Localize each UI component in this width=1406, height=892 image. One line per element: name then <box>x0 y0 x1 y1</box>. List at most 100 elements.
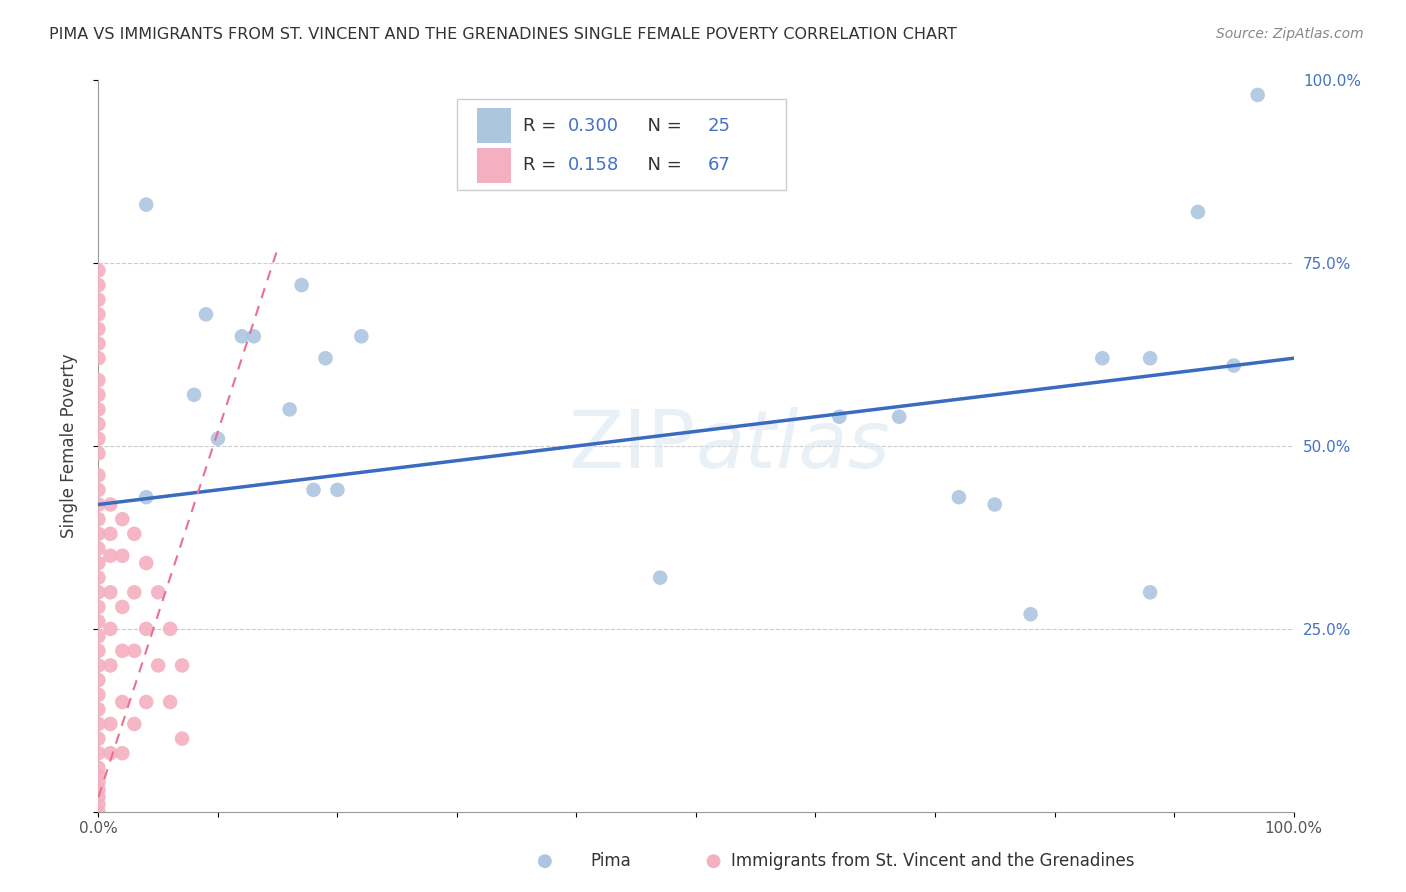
Text: N =: N = <box>637 156 688 174</box>
Point <box>231 329 253 343</box>
Bar <box>477 148 510 183</box>
Point <box>135 197 157 211</box>
Point <box>87 351 110 366</box>
Point <box>135 622 157 636</box>
Point <box>124 644 146 658</box>
Point <box>87 629 110 643</box>
Point <box>87 599 110 614</box>
Point <box>159 622 181 636</box>
Point <box>87 644 110 658</box>
Point <box>159 695 181 709</box>
Point <box>703 855 725 869</box>
Point <box>98 746 122 760</box>
Point <box>195 307 218 321</box>
Point <box>87 556 110 570</box>
Point <box>98 622 122 636</box>
Y-axis label: Single Female Poverty: Single Female Poverty <box>59 354 77 538</box>
Point <box>124 717 146 731</box>
Point <box>984 498 1007 512</box>
Point <box>98 526 122 541</box>
Point <box>87 483 110 497</box>
Point <box>98 658 122 673</box>
Point <box>135 695 157 709</box>
Point <box>87 541 110 556</box>
Point <box>98 549 122 563</box>
Text: 0.300: 0.300 <box>568 117 619 135</box>
Point <box>87 512 110 526</box>
Point <box>87 615 110 629</box>
Point <box>111 549 134 563</box>
Point <box>87 571 110 585</box>
Text: R =: R = <box>523 156 561 174</box>
Point <box>87 731 110 746</box>
Point <box>183 388 205 402</box>
Text: atlas: atlas <box>696 407 891 485</box>
Point <box>135 556 157 570</box>
Text: Source: ZipAtlas.com: Source: ZipAtlas.com <box>1216 27 1364 41</box>
Point <box>87 526 110 541</box>
Point <box>315 351 337 366</box>
Text: 67: 67 <box>709 156 731 174</box>
Point <box>87 768 110 782</box>
Point <box>648 571 672 585</box>
Point <box>172 658 194 673</box>
Point <box>111 512 134 526</box>
Point <box>98 717 122 731</box>
Point <box>111 695 134 709</box>
Text: 25: 25 <box>709 117 731 135</box>
Point <box>534 855 557 869</box>
Point <box>87 746 110 760</box>
Point <box>111 599 134 614</box>
Point <box>1223 359 1246 373</box>
Point <box>98 585 122 599</box>
Point <box>889 409 911 424</box>
Point <box>148 658 170 673</box>
Point <box>172 731 194 746</box>
Point <box>87 585 110 599</box>
Point <box>87 388 110 402</box>
Point <box>87 702 110 716</box>
Point <box>243 329 266 343</box>
Point <box>87 658 110 673</box>
Point <box>87 446 110 460</box>
Point <box>87 805 110 819</box>
Text: R =: R = <box>523 117 561 135</box>
Point <box>87 373 110 387</box>
Point <box>124 526 146 541</box>
Point <box>87 263 110 277</box>
Point <box>148 585 170 599</box>
Text: ZIP: ZIP <box>568 407 696 485</box>
Point <box>1247 87 1270 102</box>
Text: N =: N = <box>637 117 688 135</box>
Point <box>350 329 373 343</box>
Point <box>87 790 110 805</box>
Point <box>828 409 851 424</box>
Point <box>87 498 110 512</box>
Text: Immigrants from St. Vincent and the Grenadines: Immigrants from St. Vincent and the Gren… <box>731 852 1135 870</box>
FancyBboxPatch shape <box>457 99 786 190</box>
Point <box>98 498 122 512</box>
Point <box>87 717 110 731</box>
Point <box>948 490 970 504</box>
Point <box>87 761 110 775</box>
Bar <box>477 108 510 144</box>
Point <box>87 278 110 293</box>
Point <box>111 644 134 658</box>
Point <box>87 307 110 321</box>
Point <box>87 468 110 483</box>
Point <box>87 797 110 812</box>
Text: Pima: Pima <box>591 852 631 870</box>
Point <box>87 336 110 351</box>
Point <box>87 775 110 789</box>
Point <box>87 673 110 687</box>
Point <box>87 293 110 307</box>
Point <box>1187 205 1209 219</box>
Point <box>326 483 349 497</box>
Point <box>87 688 110 702</box>
Point <box>87 322 110 336</box>
Point <box>135 490 157 504</box>
Text: PIMA VS IMMIGRANTS FROM ST. VINCENT AND THE GRENADINES SINGLE FEMALE POVERTY COR: PIMA VS IMMIGRANTS FROM ST. VINCENT AND … <box>49 27 957 42</box>
Point <box>291 278 314 293</box>
Point <box>124 585 146 599</box>
Point <box>1139 585 1161 599</box>
